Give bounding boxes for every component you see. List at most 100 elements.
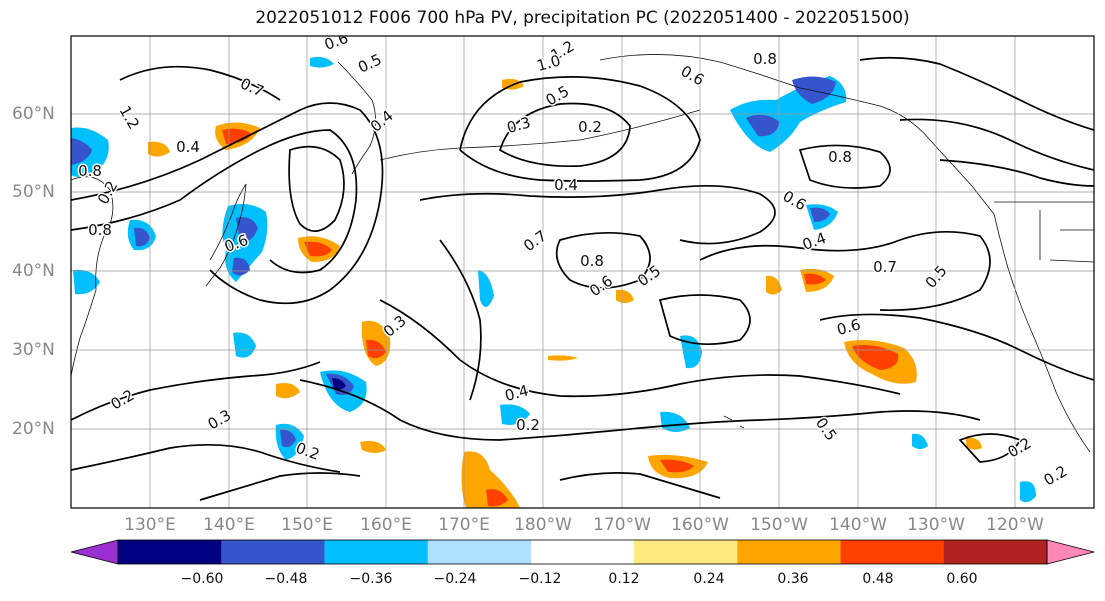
pv-contour <box>555 231 651 289</box>
pv-contour <box>958 433 1022 463</box>
map-title: 2022051012 F006 700 hPa PV, precipitatio… <box>255 8 910 28</box>
precip-patch <box>660 459 694 473</box>
colorbar-box <box>324 540 429 564</box>
precip-patch <box>966 437 982 450</box>
coastline-namerica <box>993 213 1091 453</box>
precip-patch <box>71 138 92 165</box>
precip-patch <box>222 128 252 144</box>
precip-patch <box>280 429 296 448</box>
contour-label: 0.2 <box>516 416 540 434</box>
lon-label: 140°E <box>203 515 255 535</box>
colorbar-box <box>634 540 738 564</box>
precip-patch <box>746 114 780 137</box>
contour-label: 0.8 <box>753 50 777 68</box>
pv-contour <box>299 379 981 441</box>
precip-patch <box>233 332 256 358</box>
colorbar-box <box>737 540 842 564</box>
precip-patch <box>1020 481 1036 503</box>
border-states <box>1039 210 1094 263</box>
contour-label: 0.4 <box>554 176 578 194</box>
precip-patch <box>304 241 332 257</box>
colorbar-extend-max <box>1046 539 1095 565</box>
precip-patch <box>461 451 520 508</box>
colorbar-box <box>118 540 222 564</box>
pv-contour <box>459 76 701 182</box>
lat-label: 30°N <box>12 340 55 360</box>
pv-contour <box>71 102 384 305</box>
precip-patch <box>236 217 258 243</box>
country-borders <box>994 201 1094 263</box>
pv-contour <box>819 313 1094 381</box>
pv-contour <box>439 239 482 401</box>
pv-contour <box>288 145 345 232</box>
precip-patch <box>616 289 634 303</box>
precip-patch <box>852 345 899 370</box>
colorbar-tick-label: −0.60 <box>180 571 224 587</box>
pv-contour <box>119 65 281 101</box>
colorbar-tick-label: 0.48 <box>862 571 894 587</box>
precip-patch <box>478 270 494 308</box>
lon-label: 130°W <box>907 515 965 535</box>
precip-patch <box>134 227 150 247</box>
lon-label: 160°E <box>360 515 412 535</box>
pv-contour <box>498 102 631 168</box>
pv-contour <box>559 472 721 499</box>
precip-patch <box>148 141 170 157</box>
colorbar-tick-label: −0.36 <box>349 571 393 587</box>
pv-contour <box>379 299 901 398</box>
colorbar-box <box>840 540 945 564</box>
pv-contour <box>658 294 751 345</box>
colorbar-tick-label: 0.12 <box>608 571 640 587</box>
pv-contour <box>859 56 1094 131</box>
lon-label: 160°W <box>671 515 729 535</box>
colorbar-box <box>530 540 635 564</box>
colorbar-box <box>221 540 325 564</box>
precip-patch <box>360 441 386 453</box>
lon-label: 180°W <box>514 515 572 535</box>
precip-patch <box>810 207 830 222</box>
colorbar-tick-label: 0.24 <box>693 571 725 587</box>
precip-patch <box>486 489 508 507</box>
colorbar-box <box>943 540 1048 564</box>
coastline-japan <box>205 183 247 287</box>
gridlines <box>71 36 1094 508</box>
precip-patch <box>660 411 690 432</box>
contour-label: 0.8 <box>88 221 112 239</box>
lat-label: 40°N <box>12 261 55 281</box>
colorbar-frame <box>117 539 1048 565</box>
colorbar-tick-label: 0.36 <box>777 571 809 587</box>
coastlines <box>71 54 1091 453</box>
colorbar-tick-label: −0.48 <box>264 571 308 587</box>
precip-patch <box>332 378 346 390</box>
precip-patch <box>766 275 782 295</box>
precip-patch <box>73 269 100 295</box>
lat-label: 20°N <box>12 419 55 439</box>
pv-contour <box>899 118 1094 171</box>
pv-contour <box>798 144 891 189</box>
precip-patch <box>500 404 530 425</box>
colorbar-tick-label: −0.24 <box>433 571 477 587</box>
contour-label: 0.8 <box>78 162 102 180</box>
colorbar-tick-label: 0.60 <box>946 571 978 587</box>
pv-contour <box>419 185 776 245</box>
lon-label: 170°W <box>593 515 651 535</box>
lon-label: 140°W <box>829 515 887 535</box>
precip-patch <box>804 273 826 285</box>
pv-contour <box>939 159 1094 187</box>
colorbar-box <box>427 540 532 564</box>
coastline-alaska <box>599 54 995 215</box>
hawaii <box>723 415 745 429</box>
precip-patch <box>912 433 928 449</box>
lon-label: 120°W <box>986 515 1044 535</box>
pv-contour <box>71 361 321 421</box>
precip-patch <box>366 339 386 359</box>
pv-contour <box>199 472 361 501</box>
lon-label: 130°E <box>124 515 176 535</box>
precip-patch <box>276 383 300 399</box>
contour-label: 0.4 <box>176 138 200 156</box>
precip-patch <box>548 355 578 361</box>
precip-patch <box>310 56 334 68</box>
contour-label: 0.7 <box>873 258 897 276</box>
precipitation-shading <box>71 56 1036 508</box>
